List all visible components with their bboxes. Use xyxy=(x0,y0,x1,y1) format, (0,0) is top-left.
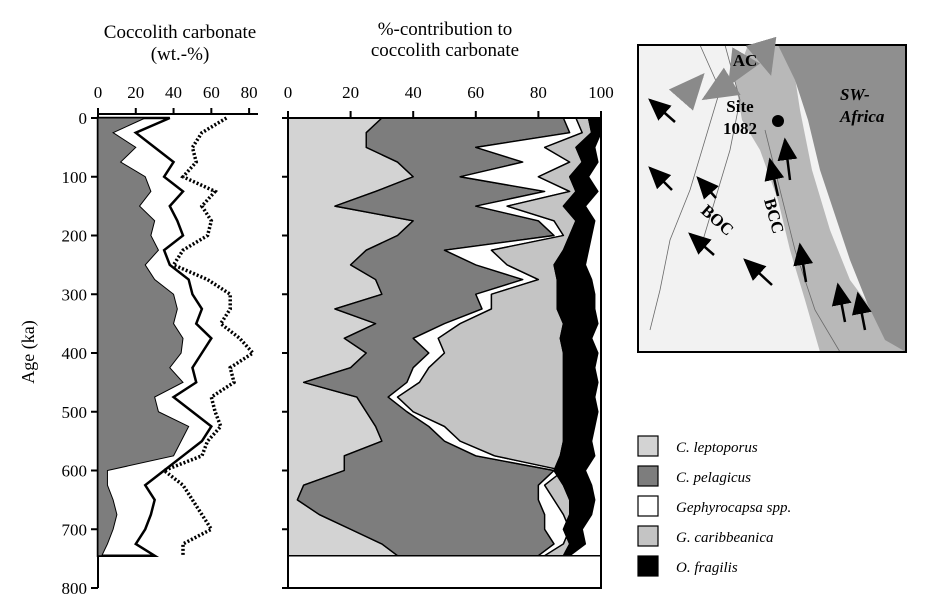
middle-x-tick-label: 60 xyxy=(467,83,484,102)
left-x-tick-label: 40 xyxy=(165,83,182,102)
y-tick-label: 0 xyxy=(79,109,88,128)
left-x-tick-label: 60 xyxy=(203,83,220,102)
legend-label: C. pelagicus xyxy=(676,470,751,486)
middle-x-tick-label: 40 xyxy=(405,83,422,102)
middle-panel-axes: 0 20 40 60 80 100 xyxy=(282,83,614,589)
y-axis-label: Age (ka) xyxy=(18,320,39,383)
middle-x-tick-label: 100 xyxy=(588,83,614,102)
legend-swatch xyxy=(637,495,659,517)
map-label-site-number: 1082 xyxy=(723,119,757,138)
current-arrow-icon xyxy=(793,242,814,283)
y-tick-label: 700 xyxy=(62,520,88,539)
current-arrow-icon xyxy=(743,258,773,286)
map-land xyxy=(778,45,906,352)
legend-label: G. caribbeanica xyxy=(676,530,773,546)
left-title-line1: Coccolith carbonate xyxy=(104,22,256,43)
legend-swatch xyxy=(637,525,659,547)
map-inset: AC Site 1082 SW- Africa BCC BOC xyxy=(637,36,907,353)
middle-x-tick-label: 0 xyxy=(284,83,293,102)
map-label-region-1: SW- xyxy=(840,85,870,104)
y-tick-label: 600 xyxy=(62,462,88,481)
map-label-region-2: Africa xyxy=(839,107,885,126)
left-x-tick-label: 80 xyxy=(241,83,258,102)
left-x-tick-label: 0 xyxy=(94,83,103,102)
y-tick-label: 400 xyxy=(62,344,88,363)
current-arrow-icon xyxy=(648,98,676,123)
current-arrow-icon xyxy=(668,72,705,111)
left-x-tick-label: 20 xyxy=(127,83,144,102)
left-title-line2: (wt.-%) xyxy=(151,44,210,65)
y-tick-label: 800 xyxy=(62,579,88,598)
current-arrow-icon xyxy=(648,166,673,191)
map-label-site: Site xyxy=(726,97,754,116)
legend-swatch xyxy=(637,555,659,577)
legend-label: O. fragilis xyxy=(676,560,738,576)
map-label-ac: AC xyxy=(733,51,758,70)
site-marker-icon xyxy=(772,115,784,127)
legend-label: Gephyrocapsa spp. xyxy=(676,500,791,516)
y-tick-label: 100 xyxy=(62,168,88,187)
current-arrow-icon xyxy=(745,36,777,76)
pelagicus-carbonate-area xyxy=(97,117,190,557)
current-arrow-icon xyxy=(831,282,852,323)
legend-label: C. leptoporus xyxy=(676,440,758,456)
y-tick-label: 200 xyxy=(62,227,88,246)
left-panel-plot xyxy=(96,116,256,557)
y-tick-label: 500 xyxy=(62,403,88,422)
middle-x-tick-label: 20 xyxy=(342,83,359,102)
middle-panel-plot xyxy=(287,117,602,557)
current-arrow-icon xyxy=(696,176,719,200)
current-arrow-icon xyxy=(852,291,872,331)
legend: C. leptoporus C. pelagicus Gephyrocapsa sp… xyxy=(637,435,791,577)
middle-title-line2: coccolith carbonate xyxy=(371,40,519,61)
y-tick-label: 300 xyxy=(62,285,88,304)
current-arrow-icon xyxy=(688,232,715,256)
dotted-carbonate-line xyxy=(160,116,256,556)
current-arrow-icon xyxy=(777,137,798,181)
current-arrow-icon xyxy=(764,157,785,197)
legend-swatch xyxy=(637,465,659,487)
legend-swatch xyxy=(637,435,659,457)
middle-x-tick-label: 80 xyxy=(530,83,547,102)
current-arrow-icon xyxy=(701,67,741,101)
middle-title-line1: %-contribution to xyxy=(378,19,513,40)
